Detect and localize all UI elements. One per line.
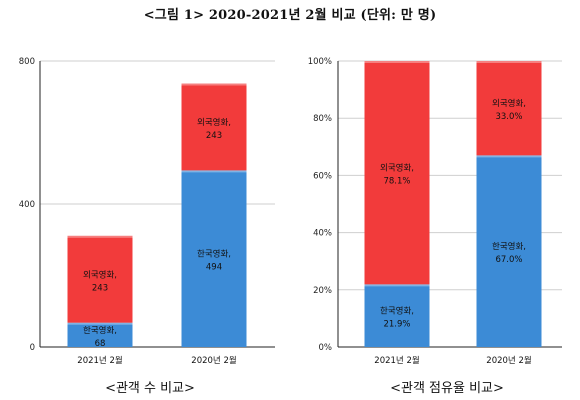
y-tick-label: 80%	[313, 114, 332, 124]
domestic-bar-highlight	[476, 155, 542, 158]
data-label: 한국영화, 68	[83, 325, 117, 349]
data-label-line: 외국영화,	[83, 269, 117, 280]
data-label-line: 한국영화,	[197, 249, 231, 260]
data-label-line: 한국영화,	[492, 241, 526, 252]
foreign-bar	[181, 83, 247, 171]
data-label: 한국영화, 21.9%	[380, 306, 414, 330]
x-tick-label: 2020년 2월	[191, 355, 236, 366]
y-tick-label: 800	[19, 57, 35, 67]
foreign-bar-highlight	[67, 235, 133, 238]
data-label-line: 21.9%	[383, 320, 410, 330]
data-label-line: 한국영화,	[83, 325, 117, 336]
y-tick-label: 0%	[319, 343, 333, 353]
audience-share-chart: 0% 20% 40% 60% 80% 100% 2021년 2월 2020년 2월 한국영화, 2…	[308, 57, 562, 366]
audience-count-chart: 0 400 800 2021년 2월 2020년 2월 한국영화, 68 외국영화, 243 한국…	[19, 57, 275, 366]
x-tick-label: 2020년 2월	[486, 355, 531, 366]
y-tick-label: 20%	[313, 286, 332, 296]
domestic-bar-highlight	[181, 170, 247, 173]
domestic-bar	[364, 284, 430, 347]
data-label: 외국영화, 243	[197, 117, 231, 141]
data-label: 외국영화, 33.0%	[492, 98, 526, 122]
data-label: 한국영화, 67.0%	[492, 241, 526, 265]
y-tick-label: 60%	[313, 171, 332, 181]
data-label-line: 한국영화,	[380, 306, 414, 317]
audience-share-caption: <관객 점유율 비교>	[390, 381, 504, 396]
data-label: 한국영화, 494	[197, 249, 231, 273]
x-tick-label: 2021년 2월	[374, 355, 419, 366]
data-label-line: 243	[206, 131, 222, 141]
figure-title: <그림 1> 2020-2021년 2월 비교 (단위: 만 명)	[143, 8, 437, 23]
foreign-bar	[364, 61, 430, 285]
audience-count-caption: <관객 수 비교>	[105, 381, 195, 396]
y-tick-label: 400	[19, 200, 35, 210]
y-tick-label: 40%	[313, 229, 332, 239]
foreign-bar-highlight	[476, 61, 542, 63]
foreign-bar	[67, 235, 133, 323]
x-tick-label: 2021년 2월	[77, 355, 122, 366]
foreign-bar-highlight	[181, 83, 247, 86]
domestic-bar	[181, 170, 247, 347]
data-label-line: 494	[206, 263, 222, 273]
data-label-line: 68	[95, 339, 106, 349]
data-label-line: 78.1%	[383, 177, 410, 187]
domestic-bar-highlight	[67, 322, 133, 325]
data-label: 외국영화, 243	[83, 269, 117, 293]
data-label-line: 외국영화,	[380, 163, 414, 174]
data-label-line: 33.0%	[495, 112, 522, 122]
data-label-line: 243	[92, 283, 108, 293]
y-tick-label: 0	[30, 343, 35, 353]
domestic-bar	[476, 155, 542, 347]
y-tick-label: 100%	[308, 57, 332, 67]
data-label-line: 67.0%	[495, 255, 522, 265]
data-label: 외국영화, 78.1%	[380, 163, 414, 187]
foreign-bar	[476, 61, 542, 156]
domestic-bar	[67, 322, 133, 347]
domestic-bar-highlight	[364, 284, 430, 287]
foreign-bar-highlight	[364, 61, 430, 63]
data-label-line: 외국영화,	[492, 98, 526, 109]
data-label-line: 외국영화,	[197, 117, 231, 128]
